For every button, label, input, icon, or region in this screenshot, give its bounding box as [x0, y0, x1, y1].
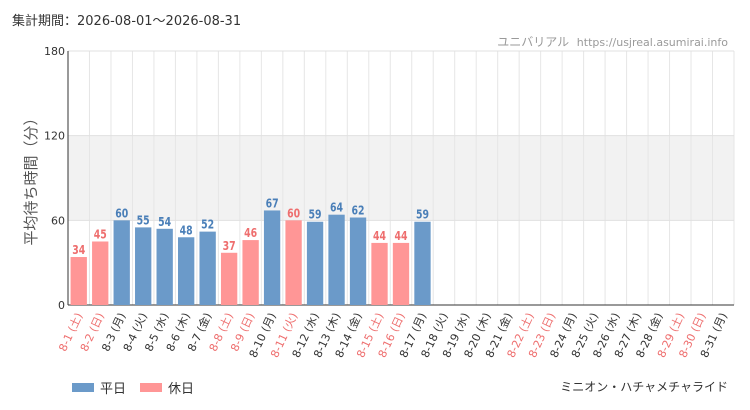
- bar-value-label: 59: [416, 208, 429, 222]
- bar-value-label: 34: [72, 243, 85, 257]
- legend-label-holiday: 休日: [168, 382, 195, 397]
- bar: [177, 237, 195, 305]
- bar-value-label: 60: [115, 206, 128, 220]
- bar: [328, 214, 345, 305]
- legend-swatch-weekday: [72, 383, 94, 392]
- bar-value-label: 55: [137, 213, 150, 227]
- y-tick-label: 0: [58, 299, 65, 312]
- bar: [371, 242, 388, 305]
- y-tick-label: 60: [51, 214, 65, 227]
- bar-value-label: 62: [352, 203, 365, 217]
- legend-item-holiday: 休日: [140, 378, 194, 397]
- bar-value-label: 64: [330, 201, 343, 215]
- bar: [156, 228, 173, 305]
- legend-label-weekday: 平日: [100, 382, 127, 397]
- bar: [70, 257, 87, 305]
- bar: [135, 227, 152, 305]
- y-axis-label: 平均待ち時間（分）: [22, 110, 40, 245]
- bar: [349, 217, 367, 305]
- bar-value-label: 37: [223, 239, 236, 253]
- bar-value-label: 46: [244, 226, 257, 240]
- ride-name: ミニオン・ハチャメチャライド: [560, 380, 728, 394]
- bar: [392, 242, 410, 305]
- bar-value-label: 60: [287, 206, 300, 220]
- y-tick-label: 120: [44, 130, 65, 143]
- bar: [199, 231, 216, 305]
- legend-swatch-holiday: [140, 383, 163, 392]
- bar-value-label: 44: [373, 229, 386, 243]
- bar: [306, 221, 324, 305]
- bar: [220, 252, 238, 305]
- bar-value-label: 44: [394, 229, 407, 243]
- bar-value-label: 52: [201, 217, 214, 231]
- legend-item-weekday: 平日: [72, 378, 126, 397]
- y-tick-label: 180: [44, 45, 65, 58]
- bar-value-label: 54: [158, 215, 171, 229]
- bar: [263, 210, 281, 305]
- site-name: ユニバリアル: [497, 35, 570, 49]
- site-url: https://usjreal.asumirai.info: [576, 36, 728, 49]
- bar: [113, 220, 130, 305]
- bar: [414, 221, 431, 305]
- bar-value-label: 67: [266, 196, 279, 210]
- bar: [285, 220, 302, 305]
- legend: 平日 休日: [72, 378, 208, 397]
- bar-value-label: 48: [180, 223, 193, 237]
- bar-value-label: 59: [309, 208, 322, 222]
- period-label: 集計期間：2026-08-01～2026-08-31: [12, 14, 242, 29]
- grid-band: [68, 135, 734, 221]
- bar: [92, 241, 109, 305]
- site-credit: ユニバリアル https://usjreal.asumirai.info: [497, 33, 728, 50]
- bar: [242, 240, 259, 305]
- bar-value-label: 45: [94, 227, 107, 241]
